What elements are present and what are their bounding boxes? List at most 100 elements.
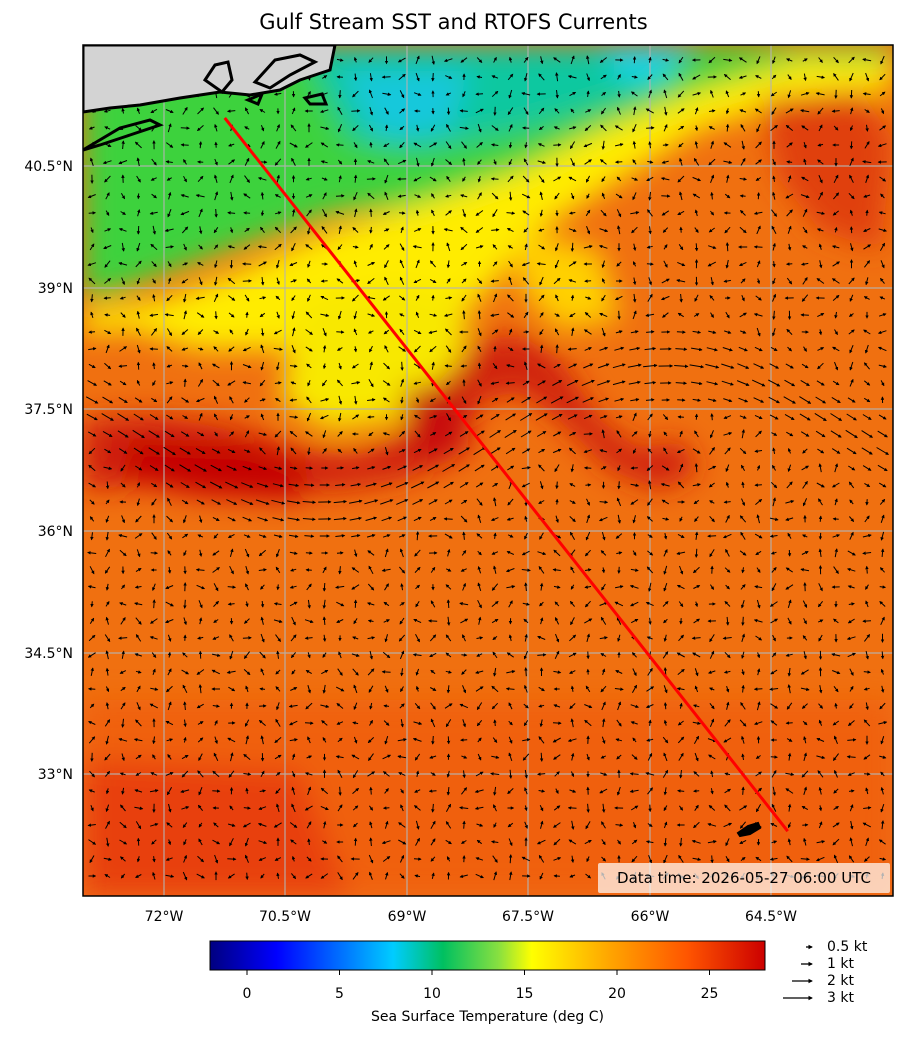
current-arrow <box>182 262 189 266</box>
current-arrow <box>694 209 699 217</box>
current-arrow <box>475 227 484 233</box>
current-arrow <box>165 245 174 249</box>
current-arrow <box>150 108 158 114</box>
current-arrow <box>723 160 733 165</box>
current-arrow <box>335 210 345 215</box>
current-arrow <box>446 175 451 182</box>
current-arrow <box>739 177 747 181</box>
current-arrow <box>104 228 112 232</box>
current-arrow <box>445 194 452 198</box>
current-arrow <box>614 143 624 147</box>
current-arrow <box>848 192 855 200</box>
current-arrow <box>740 92 747 96</box>
current-arrow <box>431 55 436 65</box>
current-arrow <box>477 123 482 133</box>
current-arrow <box>865 209 869 216</box>
current-arrow <box>321 226 328 234</box>
current-arrow <box>382 211 390 215</box>
current-arrow <box>862 160 872 164</box>
current-arrow <box>400 226 404 234</box>
current-arrow <box>164 228 174 233</box>
current-arrow <box>632 159 637 165</box>
current-arrow <box>446 242 451 252</box>
current-arrow <box>725 123 730 132</box>
lat-tick-label: 39°N <box>38 281 73 297</box>
current-arrow <box>833 192 840 200</box>
current-arrow <box>555 72 559 82</box>
current-arrow <box>648 141 652 149</box>
current-arrow <box>477 362 482 369</box>
current-arrow <box>724 193 731 199</box>
current-arrow <box>865 124 869 132</box>
current-arrow <box>849 157 854 167</box>
current-arrow <box>368 89 373 99</box>
current-arrow <box>369 208 373 217</box>
current-arrow <box>415 55 420 65</box>
current-arrow <box>786 160 793 164</box>
current-arrow <box>384 228 390 232</box>
current-arrow <box>583 142 593 148</box>
current-arrow <box>678 142 684 148</box>
current-arrow <box>583 244 593 249</box>
colorbar-tick-label: 5 <box>335 986 344 1002</box>
current-arrow <box>817 107 824 115</box>
current-arrow <box>352 245 359 249</box>
current-arrow <box>461 141 467 149</box>
lon-tick-label: 66°W <box>631 909 670 925</box>
current-arrow <box>381 670 391 674</box>
current-arrow <box>879 242 886 251</box>
current-arrow <box>771 107 777 115</box>
current-arrow <box>337 244 343 251</box>
current-vectors <box>85 55 890 881</box>
current-arrow <box>152 599 156 609</box>
current-arrow <box>568 176 577 182</box>
current-arrow <box>165 109 174 114</box>
current-arrow <box>598 244 608 249</box>
current-arrow <box>692 74 701 80</box>
current-arrow <box>104 260 111 268</box>
current-arrow <box>832 210 840 216</box>
current-arrow <box>880 651 885 660</box>
current-arrow <box>879 73 886 81</box>
current-arrow <box>105 192 110 200</box>
current-arrow <box>552 721 562 725</box>
current-arrow <box>601 140 606 150</box>
current-arrow <box>647 209 653 217</box>
current-arrow <box>678 191 683 201</box>
current-arrow <box>816 75 825 79</box>
current-arrow <box>523 107 529 116</box>
current-arrow <box>740 123 746 132</box>
current-arrow <box>848 56 855 64</box>
current-arrow <box>136 242 141 252</box>
current-arrow <box>443 227 453 232</box>
current-arrow <box>369 106 374 116</box>
current-arrow <box>678 56 684 64</box>
current-arrow <box>180 126 190 130</box>
current-arrow <box>506 211 516 215</box>
current-arrow <box>569 211 576 215</box>
map-area <box>83 45 893 896</box>
current-arrow <box>600 209 607 217</box>
current-arrow <box>429 176 437 182</box>
current-arrow <box>694 140 699 149</box>
current-arrow <box>521 91 531 96</box>
current-arrow <box>710 174 715 183</box>
current-arrow <box>538 73 545 81</box>
current-arrow <box>183 378 187 387</box>
current-arrow <box>583 432 593 436</box>
current-arrow <box>832 245 840 249</box>
current-arrow <box>198 208 203 218</box>
current-arrow <box>567 74 577 79</box>
colorbar-ticks: 0 5 10 15 20 25 <box>243 970 718 1002</box>
current-arrow <box>167 209 172 218</box>
current-arrow <box>276 124 280 132</box>
current-arrow <box>741 140 746 150</box>
current-arrow <box>771 225 777 234</box>
current-arrow <box>460 57 468 63</box>
current-arrow <box>197 107 204 115</box>
current-arrow <box>431 209 435 217</box>
current-arrow <box>770 755 778 759</box>
current-arrow <box>708 227 715 233</box>
current-arrow <box>786 58 793 62</box>
current-arrow <box>415 72 420 82</box>
